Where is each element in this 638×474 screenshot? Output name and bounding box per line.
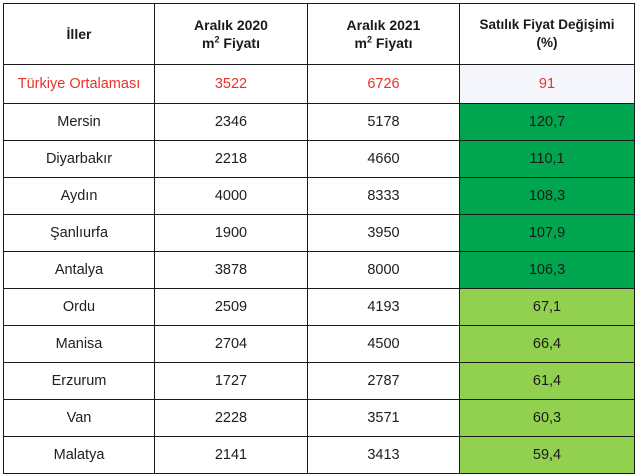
change-cell: 60,3 bbox=[459, 399, 635, 437]
city-cell: Diyarbakır bbox=[3, 140, 155, 178]
change-cell: 120,7 bbox=[459, 103, 635, 141]
price-2021-cell: 4193 bbox=[307, 288, 460, 326]
average-change-cell: 91 bbox=[459, 64, 635, 104]
header-price-2020-date: Aralık 2020 bbox=[194, 17, 268, 33]
table-row: Mersin 2346 5178 120,7 bbox=[3, 103, 635, 141]
price-2021-cell: 2787 bbox=[307, 362, 460, 400]
header-price-2021-date: Aralık 2021 bbox=[346, 17, 421, 33]
average-city-cell: Türkiye Ortalaması bbox=[3, 64, 155, 104]
header-price-change-label: Satılık Fiyat Değişimi bbox=[479, 17, 615, 32]
average-price-2021-cell: 6726 bbox=[307, 64, 460, 104]
change-cell: 110,1 bbox=[459, 140, 635, 178]
price-2020-cell: 2228 bbox=[154, 399, 308, 437]
city-cell: Manisa bbox=[3, 325, 155, 363]
change-cell: 66,4 bbox=[459, 325, 635, 363]
header-price-change-unit: (%) bbox=[536, 35, 558, 50]
table-header: İller Aralık 2020 m2 Fiyatı Aralık 2021 … bbox=[3, 3, 635, 65]
average-price-2020-cell: 3522 bbox=[154, 64, 308, 104]
city-cell: Antalya bbox=[3, 251, 155, 289]
table-row: Malatya 2141 3413 59,4 bbox=[3, 436, 635, 474]
city-cell: Malatya bbox=[3, 436, 155, 474]
city-cell: Aydın bbox=[3, 177, 155, 215]
table-row: Van 2228 3571 60,3 bbox=[3, 399, 635, 437]
price-2020-cell: 2346 bbox=[154, 103, 308, 141]
change-cell: 107,9 bbox=[459, 214, 635, 252]
price-2021-cell: 3413 bbox=[307, 436, 460, 474]
price-2020-cell: 2509 bbox=[154, 288, 308, 326]
price-2020-cell: 2141 bbox=[154, 436, 308, 474]
price-2021-cell: 3571 bbox=[307, 399, 460, 437]
table-row: Şanlıurfa 1900 3950 107,9 bbox=[3, 214, 635, 252]
header-price-2020-unit: m2 Fiyatı bbox=[202, 34, 260, 51]
price-2020-cell: 2704 bbox=[154, 325, 308, 363]
turkey-average-row: Türkiye Ortalaması 3522 6726 91 bbox=[3, 64, 635, 104]
table-row: Aydın 4000 8333 108,3 bbox=[3, 177, 635, 215]
city-cell: Van bbox=[3, 399, 155, 437]
change-cell: 59,4 bbox=[459, 436, 635, 474]
city-cell: Ordu bbox=[3, 288, 155, 326]
price-2021-cell: 4660 bbox=[307, 140, 460, 178]
table-row: Manisa 2704 4500 66,4 bbox=[3, 325, 635, 363]
table-row: Erzurum 1727 2787 61,4 bbox=[3, 362, 635, 400]
price-2021-cell: 3950 bbox=[307, 214, 460, 252]
price-2020-cell: 1727 bbox=[154, 362, 308, 400]
price-2020-cell: 2218 bbox=[154, 140, 308, 178]
header-city-label: İller bbox=[66, 26, 92, 42]
header-city: İller bbox=[3, 3, 155, 65]
change-cell: 108,3 bbox=[459, 177, 635, 215]
price-2021-cell: 8333 bbox=[307, 177, 460, 215]
city-cell: Erzurum bbox=[3, 362, 155, 400]
change-cell: 106,3 bbox=[459, 251, 635, 289]
price-change-table: İller Aralık 2020 m2 Fiyatı Aralık 2021 … bbox=[3, 3, 635, 474]
header-row: İller Aralık 2020 m2 Fiyatı Aralık 2021 … bbox=[3, 3, 635, 65]
price-2020-cell: 3878 bbox=[154, 251, 308, 289]
table-row: Antalya 3878 8000 106,3 bbox=[3, 251, 635, 289]
table-row: Diyarbakır 2218 4660 110,1 bbox=[3, 140, 635, 178]
table-body: Türkiye Ortalaması 3522 6726 91 Mersin 23… bbox=[3, 64, 635, 474]
city-cell: Mersin bbox=[3, 103, 155, 141]
header-price-2021: Aralık 2021 m2 Fiyatı bbox=[307, 3, 460, 65]
header-price-2021-unit: m2 Fiyatı bbox=[354, 34, 413, 51]
header-price-2020: Aralık 2020 m2 Fiyatı bbox=[154, 3, 308, 65]
change-cell: 67,1 bbox=[459, 288, 635, 326]
table-row: Ordu 2509 4193 67,1 bbox=[3, 288, 635, 326]
header-price-change: Satılık Fiyat Değişimi (%) bbox=[459, 3, 635, 65]
price-2021-cell: 8000 bbox=[307, 251, 460, 289]
price-2020-cell: 1900 bbox=[154, 214, 308, 252]
city-cell: Şanlıurfa bbox=[3, 214, 155, 252]
price-2021-cell: 4500 bbox=[307, 325, 460, 363]
change-cell: 61,4 bbox=[459, 362, 635, 400]
price-2021-cell: 5178 bbox=[307, 103, 460, 141]
price-2020-cell: 4000 bbox=[154, 177, 308, 215]
